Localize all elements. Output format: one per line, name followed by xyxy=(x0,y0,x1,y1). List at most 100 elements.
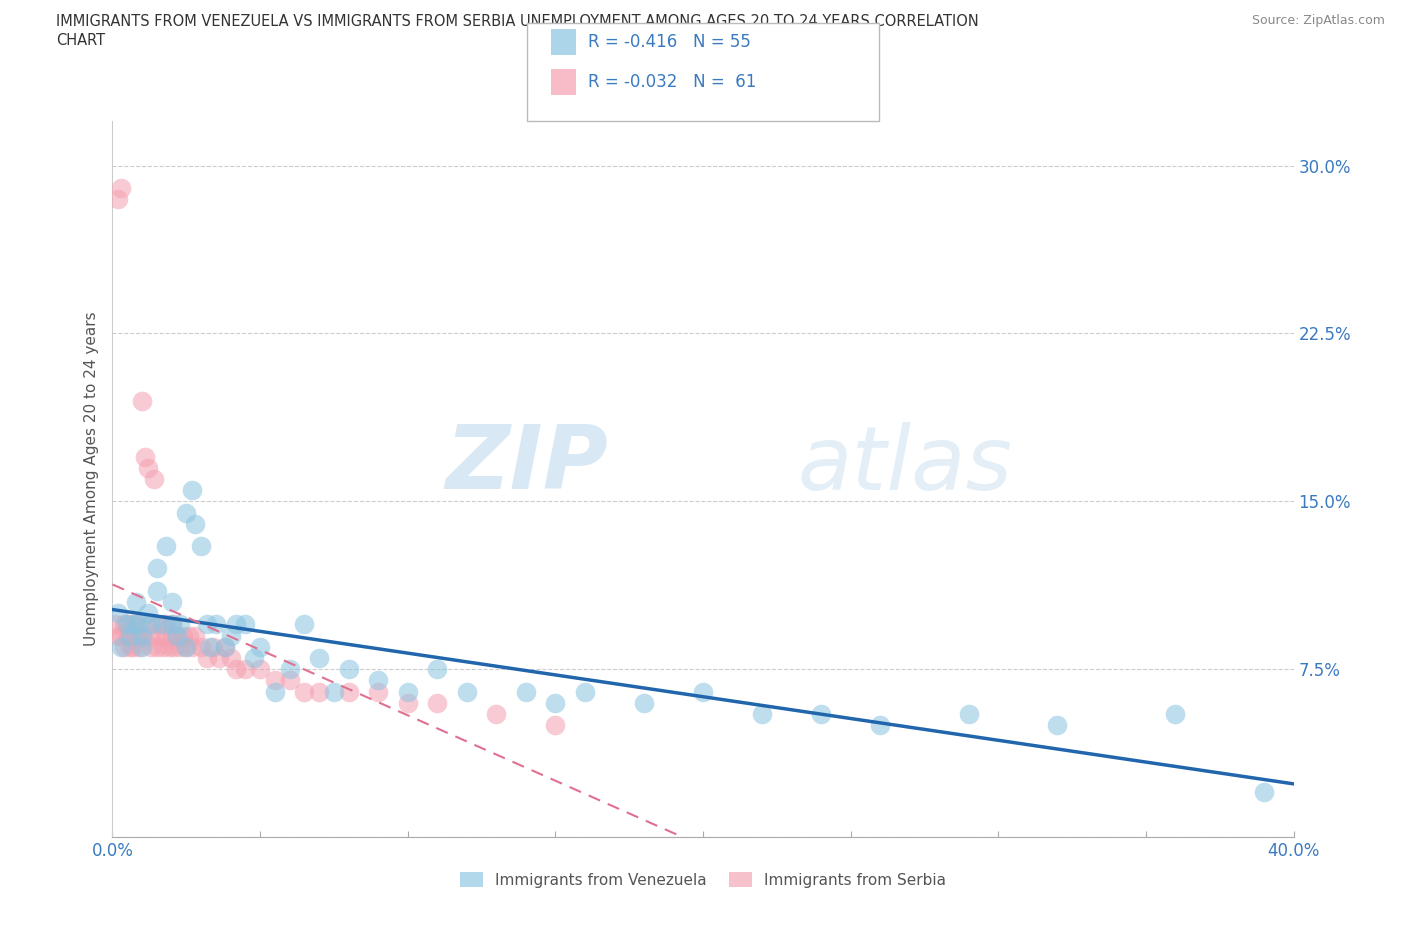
Text: R = -0.416   N = 55: R = -0.416 N = 55 xyxy=(588,33,751,51)
Point xyxy=(131,639,153,654)
Point xyxy=(544,718,567,733)
Point xyxy=(264,684,287,699)
Point xyxy=(107,605,129,620)
Point xyxy=(225,617,247,631)
Text: CHART: CHART xyxy=(56,33,105,47)
Point xyxy=(142,472,165,486)
Text: IMMIGRANTS FROM VENEZUELA VS IMMIGRANTS FROM SERBIA UNEMPLOYMENT AMONG AGES 20 T: IMMIGRANTS FROM VENEZUELA VS IMMIGRANTS … xyxy=(56,14,979,29)
Point xyxy=(190,538,212,553)
Point xyxy=(337,662,360,677)
Point xyxy=(117,617,138,631)
Point xyxy=(134,449,156,464)
Point xyxy=(163,639,186,654)
Point xyxy=(181,483,204,498)
Point xyxy=(131,628,153,643)
Point xyxy=(456,684,478,699)
Point xyxy=(292,617,315,631)
Point xyxy=(160,617,183,631)
Point xyxy=(243,651,266,666)
Point xyxy=(157,639,180,654)
Point xyxy=(184,516,207,531)
Point xyxy=(633,696,655,711)
Text: R = -0.032   N =  61: R = -0.032 N = 61 xyxy=(588,73,756,91)
Point xyxy=(122,639,145,654)
Point xyxy=(208,651,231,666)
Point xyxy=(367,673,389,688)
Point xyxy=(110,628,132,643)
Legend: Immigrants from Venezuela, Immigrants from Serbia: Immigrants from Venezuela, Immigrants fr… xyxy=(454,866,952,894)
Point xyxy=(426,662,449,677)
Point xyxy=(128,617,150,631)
Point xyxy=(544,696,567,711)
Point xyxy=(426,696,449,711)
Point xyxy=(139,639,162,654)
Point xyxy=(219,628,242,643)
Point xyxy=(131,628,153,643)
Y-axis label: Unemployment Among Ages 20 to 24 years: Unemployment Among Ages 20 to 24 years xyxy=(83,312,98,646)
Point xyxy=(181,639,204,654)
Point xyxy=(152,617,174,631)
Point xyxy=(139,617,162,631)
Point xyxy=(810,707,832,722)
Point xyxy=(169,639,191,654)
Point xyxy=(136,605,159,620)
Point xyxy=(225,662,247,677)
Point xyxy=(751,707,773,722)
Point xyxy=(179,628,201,643)
Point xyxy=(117,628,138,643)
Point xyxy=(184,628,207,643)
Point xyxy=(117,617,138,631)
Point xyxy=(396,696,419,711)
Point xyxy=(139,628,162,643)
Point xyxy=(574,684,596,699)
Point xyxy=(160,628,183,643)
Point xyxy=(120,639,142,654)
Point xyxy=(110,180,132,195)
Point xyxy=(205,617,228,631)
Point xyxy=(323,684,346,699)
Point xyxy=(160,594,183,609)
Point xyxy=(169,617,191,631)
Point xyxy=(122,617,145,631)
Point xyxy=(195,617,218,631)
Point xyxy=(278,673,301,688)
Point xyxy=(107,628,129,643)
Point xyxy=(146,639,169,654)
Point xyxy=(166,628,188,643)
Point xyxy=(292,684,315,699)
Point xyxy=(190,639,212,654)
Point xyxy=(219,651,242,666)
Text: ZIP: ZIP xyxy=(446,421,609,508)
Point xyxy=(112,617,135,631)
Point xyxy=(104,617,127,631)
Point xyxy=(249,639,271,654)
Point xyxy=(120,628,142,643)
Point xyxy=(125,594,148,609)
Point xyxy=(155,617,177,631)
Point xyxy=(131,393,153,408)
Point xyxy=(136,460,159,475)
Point xyxy=(515,684,537,699)
Point xyxy=(233,617,256,631)
Point xyxy=(174,505,197,520)
Text: Source: ZipAtlas.com: Source: ZipAtlas.com xyxy=(1251,14,1385,27)
Point xyxy=(337,684,360,699)
Point xyxy=(869,718,891,733)
Point xyxy=(120,628,142,643)
Point xyxy=(1253,785,1275,800)
Point xyxy=(128,628,150,643)
Point xyxy=(195,651,218,666)
Point xyxy=(201,639,224,654)
Point xyxy=(174,639,197,654)
Point xyxy=(264,673,287,688)
Point xyxy=(146,561,169,576)
Point xyxy=(1164,707,1187,722)
Point xyxy=(233,662,256,677)
Point xyxy=(396,684,419,699)
Point xyxy=(128,639,150,654)
Point xyxy=(107,192,129,206)
Point xyxy=(166,628,188,643)
Text: atlas: atlas xyxy=(797,421,1012,508)
Point xyxy=(172,628,194,643)
Point xyxy=(249,662,271,677)
